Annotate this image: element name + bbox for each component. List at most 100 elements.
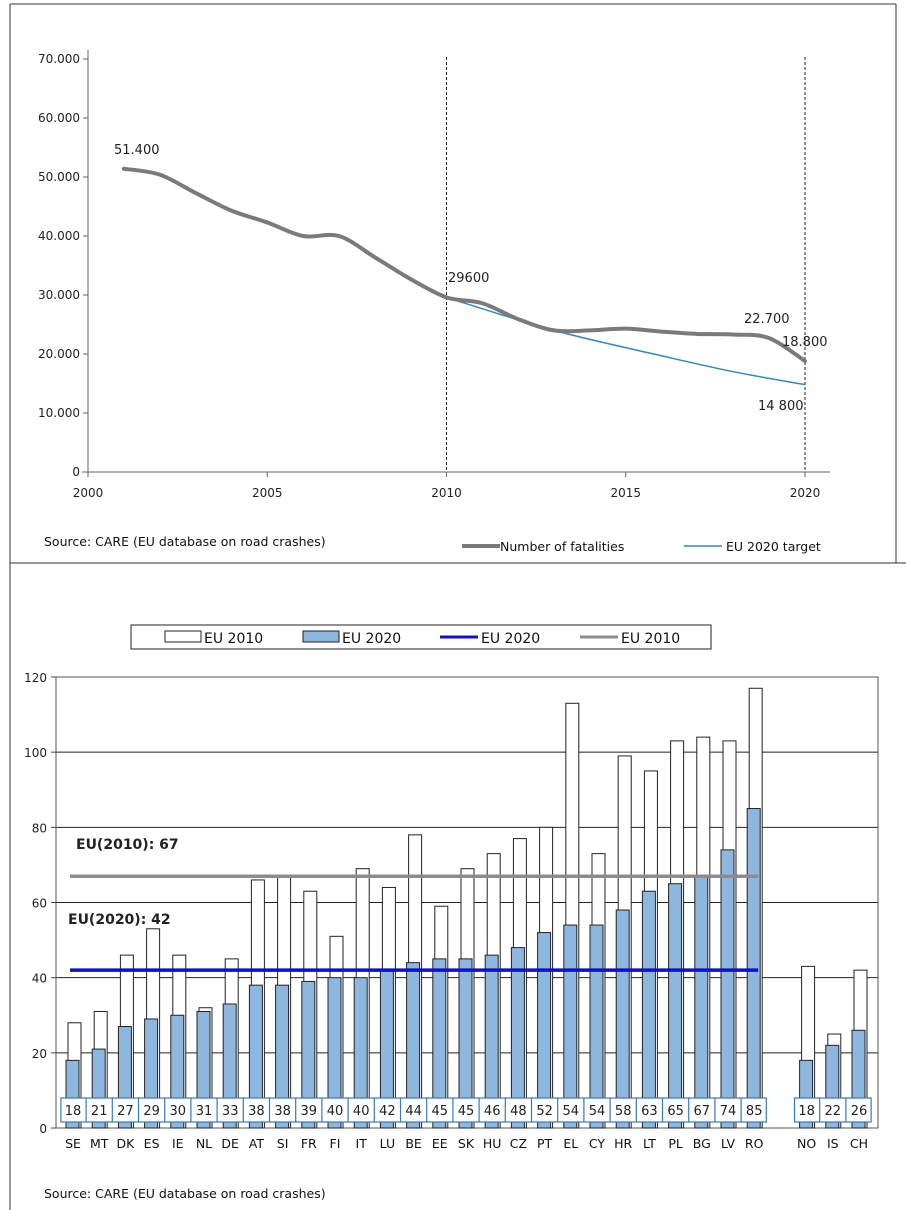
top-y-tick-label: 20.000 bbox=[38, 347, 80, 361]
bar-eu2020-el bbox=[563, 924, 578, 1129]
bottom-source-note: Source: CARE (EU database on road crashe… bbox=[44, 1186, 326, 1201]
category-label-el: EL bbox=[563, 1136, 578, 1151]
value-label-fi: 40 bbox=[327, 1104, 344, 1119]
category-label-ch: CH bbox=[850, 1136, 868, 1151]
legend-label-target: EU 2020 target bbox=[726, 539, 821, 554]
bar-y-tick-label: 80 bbox=[32, 821, 47, 835]
value-label-no: 18 bbox=[798, 1104, 815, 1119]
bar-y-tick-label: 20 bbox=[32, 1047, 47, 1061]
category-label-hu: HU bbox=[483, 1136, 502, 1151]
value-label-it: 40 bbox=[353, 1104, 370, 1119]
top-y-tick-label: 50.000 bbox=[38, 170, 80, 184]
bar-y-tick-label: 100 bbox=[24, 746, 47, 760]
category-label-it: IT bbox=[356, 1136, 368, 1151]
category-label-se: SE bbox=[65, 1136, 81, 1151]
bar-eu2020-cz bbox=[510, 947, 525, 1129]
top-y-tick-label: 70.000 bbox=[38, 52, 80, 66]
category-label-fr: FR bbox=[301, 1136, 317, 1151]
bar-eu2020-it bbox=[353, 977, 368, 1129]
category-label-nl: NL bbox=[196, 1136, 212, 1151]
category-label-ee: EE bbox=[432, 1136, 448, 1151]
value-label-ee: 45 bbox=[432, 1104, 449, 1119]
value-label-se: 18 bbox=[65, 1104, 82, 1119]
bar-eu2020-bg bbox=[694, 875, 709, 1129]
bar-eu2020-fi bbox=[327, 977, 342, 1129]
top-y-tick-label: 0 bbox=[72, 465, 80, 479]
top-x-tick-label: 2020 bbox=[790, 486, 821, 500]
value-label-at: 38 bbox=[248, 1104, 265, 1119]
category-label-si: SI bbox=[277, 1136, 289, 1151]
bar-eu2020-be bbox=[406, 962, 421, 1129]
top-y-tick-label: 30.000 bbox=[38, 288, 80, 302]
figure-frame bbox=[9, 3, 906, 1210]
legend-swatch-eu2010-bar bbox=[164, 630, 202, 643]
value-label-mt: 21 bbox=[91, 1104, 108, 1119]
bar-eu2020-cy bbox=[589, 924, 604, 1129]
value-label-ie: 30 bbox=[170, 1104, 187, 1119]
category-label-ro: RO bbox=[745, 1136, 764, 1151]
legend-label-eu2010-line: EU 2010 bbox=[621, 631, 680, 647]
bar-eu2020-lv bbox=[720, 849, 735, 1129]
value-label-cz: 48 bbox=[510, 1104, 527, 1119]
value-label-ch: 26 bbox=[851, 1104, 868, 1119]
category-label-cy: CY bbox=[589, 1136, 606, 1151]
category-label-lv: LV bbox=[721, 1136, 736, 1151]
value-label-frame bbox=[793, 1097, 872, 1123]
annotation-2020-value: 18.800 bbox=[782, 335, 828, 350]
top-x-tick-label: 2015 bbox=[610, 486, 641, 500]
value-label-fr: 39 bbox=[301, 1104, 318, 1119]
bar-legend: EU 2010 EU 2020 EU 2020 EU 2010 bbox=[130, 624, 712, 650]
category-label-hr: HR bbox=[614, 1136, 632, 1151]
value-label-lt: 63 bbox=[641, 1104, 658, 1119]
bar-y-tick-label: 120 bbox=[24, 671, 47, 685]
legend-label-eu2020-line: EU 2020 bbox=[481, 631, 540, 647]
top-source-note: Source: CARE (EU database on road crashe… bbox=[44, 534, 326, 549]
value-label-is: 22 bbox=[825, 1104, 842, 1119]
country-bar-chart: EU 2010 EU 2020 EU 2020 EU 2010 0 20 40 60 8… bbox=[24, 624, 879, 1201]
value-label-pl: 65 bbox=[667, 1104, 684, 1119]
bar-eu2020-hr bbox=[615, 909, 630, 1129]
eu2020-reference-label: EU(2020): 42 bbox=[68, 912, 171, 928]
value-label-cy: 54 bbox=[589, 1104, 606, 1119]
category-label-pt: PT bbox=[537, 1136, 553, 1151]
category-label-at: AT bbox=[249, 1136, 265, 1151]
value-label-hu: 46 bbox=[484, 1104, 501, 1119]
value-label-el: 54 bbox=[563, 1104, 580, 1119]
eu2010-reference-label: EU(2010): 67 bbox=[76, 837, 179, 853]
category-label-is: IS bbox=[827, 1136, 839, 1151]
bar-y-tick-label: 40 bbox=[32, 972, 47, 986]
fatalities-line-chart: 0 10.000 20.000 30.000 40.000 50.000 60.000 70.… bbox=[38, 50, 830, 554]
legend-label-eu2020-bar: EU 2020 bbox=[342, 631, 401, 647]
value-label-dk: 27 bbox=[117, 1104, 134, 1119]
category-label-mt: MT bbox=[90, 1136, 109, 1151]
top-x-tick-label: 2010 bbox=[431, 486, 462, 500]
bar-eu2020-pl bbox=[668, 883, 683, 1129]
category-label-de: DE bbox=[221, 1136, 239, 1151]
top-y-tick-label: 40.000 bbox=[38, 229, 80, 243]
legend-label-fatalities: Number of fatalities bbox=[500, 539, 624, 554]
category-label-lt: LT bbox=[643, 1136, 656, 1151]
bar-y-tick-label: 60 bbox=[32, 897, 47, 911]
value-label-es: 29 bbox=[143, 1104, 160, 1119]
value-label-bg: 67 bbox=[694, 1104, 711, 1119]
fatalities-series-line bbox=[121, 166, 807, 364]
bar-eu2020-de bbox=[222, 1003, 237, 1129]
value-label-si: 38 bbox=[274, 1104, 291, 1119]
top-y-tick-label: 10.000 bbox=[38, 406, 80, 420]
bar-y-tick-label: 0 bbox=[39, 1122, 47, 1136]
value-label-hr: 58 bbox=[615, 1104, 632, 1119]
bar-eu2020-lt bbox=[641, 890, 656, 1129]
category-label-ie: IE bbox=[172, 1136, 184, 1151]
value-label-lv: 74 bbox=[720, 1104, 737, 1119]
bar-eu2020-at bbox=[248, 984, 263, 1129]
value-label-nl: 31 bbox=[196, 1104, 213, 1119]
value-label-lu: 42 bbox=[379, 1104, 396, 1119]
bar-eu2020-ee bbox=[432, 958, 447, 1129]
category-label-be: BE bbox=[405, 1136, 422, 1151]
category-label-dk: DK bbox=[116, 1136, 135, 1151]
value-label-ro: 85 bbox=[746, 1104, 763, 1119]
value-label-be: 44 bbox=[405, 1104, 422, 1119]
category-label-no: NO bbox=[797, 1136, 816, 1151]
bar-eu2020-si bbox=[275, 984, 290, 1129]
